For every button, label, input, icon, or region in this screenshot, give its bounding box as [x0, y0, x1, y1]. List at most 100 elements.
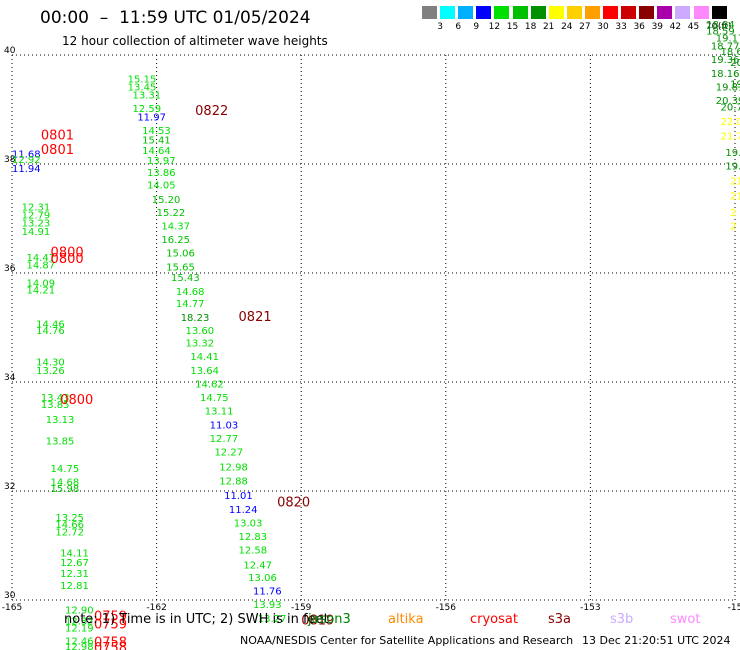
- legend-label: 70: [705, 22, 718, 32]
- wave-height-point: 12.98: [65, 642, 94, 650]
- wave-height-point: 15.20: [152, 195, 181, 206]
- legend-swatch: [458, 6, 474, 19]
- legend-swatch: [639, 6, 655, 19]
- wave-height-point: 14.09: [26, 279, 55, 290]
- wave-height-point: 12.32: [65, 617, 94, 628]
- chart-subtitle: 12 hour collection of altimeter wave hei…: [62, 34, 328, 48]
- wave-height-point: 13.85: [41, 400, 70, 411]
- satellite-jason3: jason3: [308, 612, 351, 627]
- wave-height-point: 12.79: [22, 211, 51, 222]
- legend-label: 27: [579, 22, 591, 32]
- wave-height-point: 21.79: [721, 131, 740, 142]
- wave-height-point: 13.60: [186, 326, 215, 337]
- legend-swatch: [621, 6, 637, 19]
- wave-height-point: 12.31: [22, 202, 51, 213]
- wave-height-point: 18.77: [711, 42, 740, 53]
- legend-swatch: [548, 6, 564, 19]
- legend-label: 9: [473, 22, 480, 32]
- wave-height-point: 14.05: [147, 181, 176, 192]
- wave-height-point: 13.43: [41, 393, 70, 404]
- wave-height-point: 11.76: [253, 587, 282, 598]
- wave-height-point: 13.93: [253, 600, 282, 611]
- wave-height-point: 14.87: [26, 261, 55, 272]
- wave-height-point: 21.1: [730, 177, 740, 188]
- y-tick-label: 34: [4, 373, 16, 383]
- wave-height-point: 20.32: [730, 58, 740, 69]
- wave-height-point: 14.66: [55, 520, 84, 531]
- wave-height-point: 15.43: [171, 273, 200, 284]
- wave-height-point: 11.97: [137, 112, 166, 123]
- wave-height-point: 14.11: [60, 548, 89, 559]
- wave-height-point: 19.54: [725, 161, 740, 172]
- wave-height-point: 12.58: [239, 546, 268, 557]
- wave-height-point: 22.09: [721, 117, 740, 128]
- wave-height-point: 12.90: [65, 606, 94, 617]
- time-label: 0759: [94, 617, 127, 632]
- time-label: 0758: [94, 635, 127, 650]
- time-label: 0801: [41, 128, 74, 143]
- legend-swatch: [584, 6, 600, 19]
- wave-height-point: 13.64: [190, 366, 219, 377]
- time-label: 0820: [277, 495, 310, 510]
- legend-label: 6: [455, 22, 462, 32]
- wave-height-point: 21: [730, 191, 740, 202]
- wave-height-point: 19.17: [716, 33, 740, 44]
- wave-height-point: 13.13: [46, 415, 75, 426]
- wave-height-point: 12.72: [55, 528, 84, 539]
- wave-height-point: 12.59: [133, 104, 162, 115]
- legend-swatch: [566, 6, 582, 19]
- legend-label: 12: [488, 22, 501, 32]
- wave-height-point: 14.76: [36, 326, 65, 337]
- wave-height-point: 14.21: [26, 286, 55, 297]
- wave-height-point: 15.41: [142, 135, 171, 146]
- wave-height-point: 12.77: [210, 434, 239, 445]
- wave-height-point: 15.06: [166, 249, 195, 260]
- wave-height-point: 11.01: [224, 491, 253, 502]
- wave-height-point: 12.47: [243, 560, 272, 571]
- wave-height-point: 14.53: [142, 126, 171, 137]
- y-tick-label: 36: [4, 264, 16, 274]
- wave-height-point: 14.75: [200, 393, 229, 404]
- legend-unit: (ft): [717, 22, 732, 32]
- wave-height-point: 12.92: [12, 155, 41, 166]
- legend-label: 3: [437, 22, 443, 32]
- legend-swatch: [530, 6, 546, 19]
- x-tick-label: -165: [2, 603, 22, 613]
- legend-swatch: [675, 6, 691, 19]
- wave-height-point: 11.03: [210, 420, 239, 431]
- wave-height-point: 13.85: [46, 437, 75, 448]
- time-label: 0800: [51, 252, 84, 267]
- wave-height-point: 14.46: [36, 320, 65, 331]
- legend-label: 33: [615, 22, 627, 32]
- wave-height-point: 14.75: [51, 464, 80, 475]
- y-tick-label: 30: [4, 591, 16, 601]
- satellite-swot: swot: [670, 612, 701, 627]
- wave-height-point: 13.25: [55, 513, 84, 524]
- wave-height-point: 13.06: [248, 573, 277, 584]
- wave-height-point: 11.68: [12, 149, 41, 160]
- wave-height-point: 14.64: [142, 146, 171, 157]
- time-label: 0759: [94, 610, 127, 625]
- legend-swatch: [657, 6, 673, 19]
- legend-label: 21: [542, 22, 555, 32]
- legend-swatch: [422, 6, 437, 19]
- wave-height-point: 16.25: [161, 235, 190, 246]
- legend-swatch: [711, 6, 727, 19]
- time-label: 0758: [94, 641, 127, 650]
- wave-height-point: 14.62: [195, 379, 224, 390]
- legend-swatch: [512, 6, 528, 19]
- wave-height-point: 2: [730, 208, 736, 219]
- wave-height-point: 18.84: [706, 20, 735, 31]
- wave-height-point: 14.68: [51, 478, 80, 489]
- legend-label: 18: [524, 22, 537, 32]
- wave-height-point: 13.31: [133, 91, 162, 102]
- wave-height-point: 15.22: [157, 208, 186, 219]
- wave-height-point: 14.91: [22, 227, 51, 238]
- legend-label: 36: [633, 22, 645, 32]
- y-tick-label: 38: [4, 155, 16, 165]
- legend-swatch: [693, 6, 709, 19]
- wave-height-point: 11.94: [12, 164, 41, 175]
- legend-label: 15: [506, 22, 519, 32]
- wave-height-point: 12.83: [239, 532, 268, 543]
